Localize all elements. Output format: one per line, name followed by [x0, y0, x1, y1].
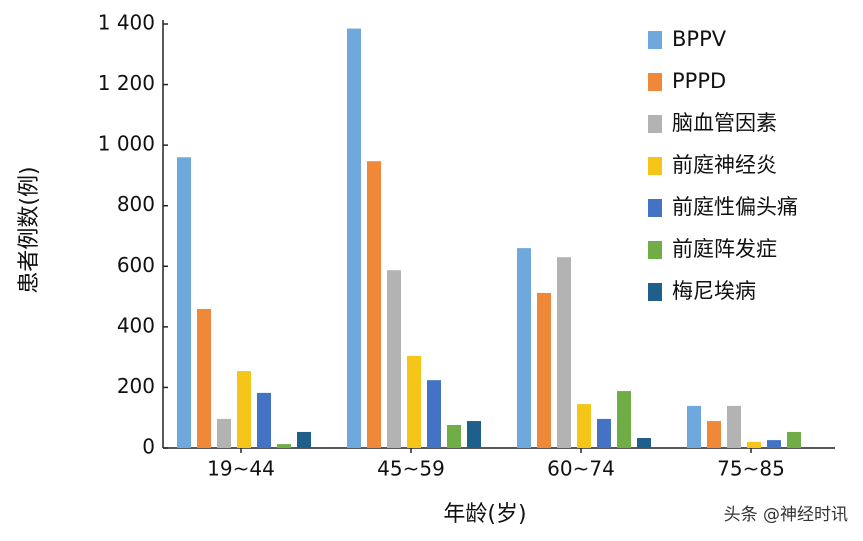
bar [747, 441, 761, 448]
y-tick-label: 400 [117, 313, 155, 337]
bar [297, 431, 311, 448]
y-tick-label: 200 [117, 374, 155, 398]
legend-swatch [648, 283, 662, 301]
legend-label: 脑血管因素 [672, 111, 777, 135]
bar [177, 157, 191, 448]
legend-label: PPPD [672, 69, 726, 93]
legend-label: BPPV [672, 27, 727, 51]
y-tick-label: 1 000 [98, 132, 155, 156]
legend-swatch [648, 115, 662, 133]
x-tick-label: 19~44 [207, 457, 275, 481]
legend-label: 前庭性偏头痛 [672, 195, 798, 219]
bar [197, 308, 211, 448]
legend-label: 前庭阵发症 [672, 237, 777, 261]
bar [347, 28, 361, 449]
x-tick-label: 75~85 [717, 457, 785, 481]
y-axis-label: 患者例数(例) [17, 166, 42, 293]
bar [537, 292, 551, 448]
legend-swatch [648, 241, 662, 259]
legend-swatch [648, 73, 662, 91]
legend-swatch [648, 199, 662, 217]
bar [407, 355, 421, 448]
bar [577, 404, 591, 448]
x-axis-label: 年龄(岁) [443, 502, 526, 527]
legend-label: 梅尼埃病 [672, 279, 756, 303]
bar [557, 257, 571, 448]
bar [277, 444, 291, 448]
y-tick-label: 1 200 [98, 71, 155, 95]
bar [727, 405, 741, 448]
bar [447, 424, 461, 448]
y-tick-label: 0 [142, 435, 155, 459]
y-tick-label: 800 [117, 192, 155, 216]
bar [637, 438, 651, 448]
bar [257, 392, 271, 448]
bar [687, 405, 701, 448]
legend-label: 前庭神经炎 [672, 153, 777, 177]
bar [617, 391, 631, 448]
bar [217, 418, 231, 448]
bar [517, 248, 531, 448]
legend-swatch [648, 157, 662, 175]
bar [597, 418, 611, 448]
bar [367, 161, 381, 449]
legend-swatch [648, 31, 662, 49]
bar [427, 380, 441, 448]
x-tick-label: 60~74 [547, 457, 615, 481]
bar [787, 431, 801, 448]
x-tick-label: 45~59 [377, 457, 445, 481]
y-tick-label: 1 400 [98, 11, 155, 35]
bar [707, 421, 721, 448]
watermark: 头条 @神经时讯 [724, 505, 848, 525]
bar [237, 371, 251, 448]
bar [467, 421, 481, 448]
bar [767, 440, 781, 448]
y-tick-label: 600 [117, 253, 155, 277]
bar [387, 270, 401, 448]
